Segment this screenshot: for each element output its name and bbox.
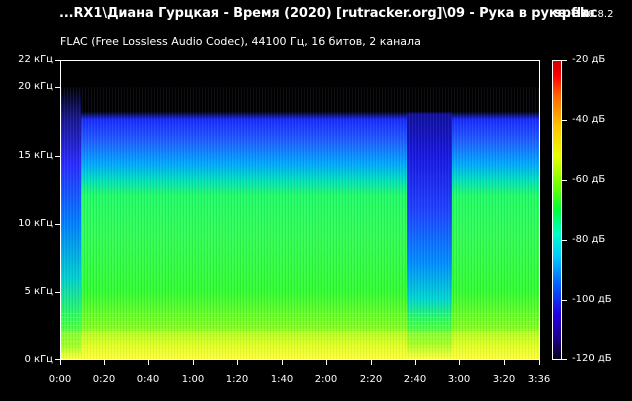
colorbar-label: -20 дБ [572,54,606,65]
colorbar-tick [562,300,567,301]
y-tick [55,359,60,360]
colorbar-label: -40 дБ [572,114,606,125]
spectrogram-image [61,61,539,359]
y-tick [55,224,60,225]
x-tick-label: 0:20 [92,374,116,385]
x-tick-label: 3:20 [492,374,516,385]
x-tick [282,360,283,365]
y-tick-label: 0 кГц [24,354,54,365]
x-tick-label: 2:40 [403,374,427,385]
y-tick [55,156,60,157]
decibel-colorbar [552,60,562,360]
x-tick-label: 1:40 [270,374,294,385]
x-tick [193,360,194,365]
x-tick-label: 2:00 [314,374,338,385]
x-tick [415,360,416,365]
colorbar-label: -120 дБ [572,353,612,364]
app-version: 0.8.2 [588,9,614,20]
x-tick [504,360,505,365]
colorbar-tick [562,180,567,181]
colorbar-tick [562,60,567,61]
spectrogram [60,60,540,360]
x-tick-label: 2:20 [359,374,383,385]
x-tick [371,360,372,365]
y-tick [55,292,60,293]
colorbar-label: -60 дБ [572,174,606,185]
y-tick-label: 10 кГц [18,218,53,229]
y-tick [55,60,60,61]
colorbar-label: -100 дБ [572,294,612,305]
audio-info: FLAC (Free Lossless Audio Codec), 44100 … [60,35,421,48]
app-name: spek [554,6,589,21]
colorbar-tick [562,120,567,121]
y-tick-label: 5 кГц [24,286,54,297]
x-tick [326,360,327,365]
colorbar-tick [562,359,567,360]
y-tick [55,87,60,88]
colorbar-label: -80 дБ [572,234,606,245]
y-tick-label: 22 кГц [18,54,53,65]
x-tick-label: 1:20 [225,374,249,385]
x-tick-label: 0:40 [136,374,160,385]
x-tick [148,360,149,365]
x-tick-label: 1:00 [181,374,205,385]
x-tick [539,360,540,365]
x-tick [104,360,105,365]
x-tick-label: 3:00 [447,374,471,385]
x-tick [459,360,460,365]
file-title: ...RX1\Диана Гурцкая - Время (2020) [rut… [59,6,598,21]
x-tick-label: 3:36 [527,374,551,385]
x-tick [60,360,61,365]
x-tick [237,360,238,365]
x-tick-label: 0:00 [48,374,72,385]
colorbar-tick [562,240,567,241]
y-tick-label: 15 кГц [18,150,53,161]
y-tick-label: 20 кГц [18,81,53,92]
